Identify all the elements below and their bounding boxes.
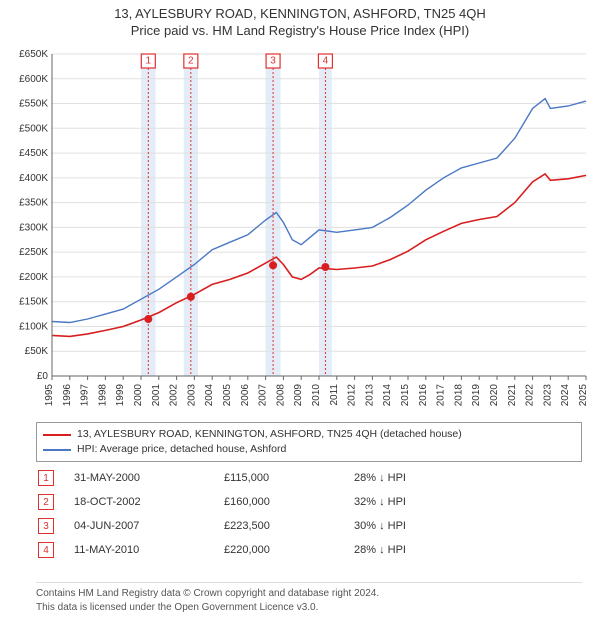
event-row-diff: 30% ↓ HPI: [352, 514, 582, 538]
legend-swatch: [43, 434, 71, 436]
event-row: 2 18-OCT-2002£160,00032% ↓ HPI: [36, 490, 582, 514]
y-axis-label: £650K: [19, 49, 48, 60]
x-axis-label: 2017: [436, 384, 447, 407]
y-axis-label: £550K: [19, 99, 48, 110]
y-axis-label: £100K: [19, 321, 48, 332]
chart-svg: £0 £50K £100K £150K £200K £250K £300K £350K £400…: [8, 44, 592, 414]
event-marker-number: 3: [270, 56, 276, 67]
x-axis-label: 2006: [240, 384, 251, 407]
y-axis-label: £200K: [19, 272, 48, 283]
event-row-marker: 1: [38, 470, 54, 486]
event-row-date: 18-OCT-2002: [72, 490, 222, 514]
x-axis-label: 2021: [507, 384, 518, 407]
y-axis-label: £400K: [19, 173, 48, 184]
event-marker-number: 2: [188, 56, 194, 67]
x-axis-label: 1997: [80, 384, 91, 407]
event-marker-number: 1: [146, 56, 152, 67]
x-axis-label: 1999: [115, 384, 126, 407]
event-row-price: £160,000: [222, 490, 352, 514]
x-axis-label: 2011: [329, 384, 340, 406]
y-axis-label: £450K: [19, 148, 48, 159]
title-line2: Price paid vs. HM Land Registry's House …: [0, 23, 600, 38]
x-axis-label: 2007: [258, 384, 269, 407]
x-axis-label: 2003: [186, 384, 197, 407]
x-axis-label: 2023: [542, 384, 553, 407]
y-axis-label: £350K: [19, 198, 48, 209]
x-axis-label: 2018: [453, 384, 464, 407]
y-axis-label: £150K: [19, 297, 48, 308]
event-row: 3 04-JUN-2007£223,50030% ↓ HPI: [36, 514, 582, 538]
event-marker-number: 4: [323, 56, 329, 67]
x-axis-label: 2014: [382, 384, 393, 407]
x-axis-label: 1998: [97, 384, 108, 407]
sale-marker-dot: [321, 263, 329, 271]
chart-area: £0 £50K £100K £150K £200K £250K £300K £350K £400…: [8, 44, 592, 414]
event-row-date: 31-MAY-2000: [72, 466, 222, 490]
x-axis-label: 2002: [169, 384, 180, 407]
x-axis-label: 2022: [525, 384, 536, 407]
events-table: 131-MAY-2000£115,00028% ↓ HPI218-OCT-200…: [36, 466, 582, 562]
event-row: 4 11-MAY-2010£220,00028% ↓ HPI: [36, 538, 582, 562]
x-axis-label: 2020: [489, 384, 500, 407]
legend-box: 13, AYLESBURY ROAD, KENNINGTON, ASHFORD,…: [36, 422, 582, 462]
title-line1: 13, AYLESBURY ROAD, KENNINGTON, ASHFORD,…: [0, 6, 600, 21]
x-axis-label: 2008: [275, 384, 286, 407]
event-row-diff: 32% ↓ HPI: [352, 490, 582, 514]
y-axis-label: £600K: [19, 74, 48, 85]
x-axis-label: 2009: [293, 384, 304, 407]
footer-text: Contains HM Land Registry data © Crown c…: [36, 582, 582, 614]
footer-line2: This data is licensed under the Open Gov…: [36, 601, 582, 615]
event-row-diff: 28% ↓ HPI: [352, 466, 582, 490]
x-axis-label: 2010: [311, 384, 322, 407]
x-axis-label: 2025: [578, 384, 589, 407]
x-axis-label: 2001: [151, 384, 162, 407]
y-axis-label: £50K: [25, 346, 49, 357]
x-axis-label: 2000: [133, 384, 144, 407]
sale-marker-dot: [144, 315, 152, 323]
event-row-date: 11-MAY-2010: [72, 538, 222, 562]
x-axis-label: 2016: [418, 384, 429, 407]
x-axis-label: 1995: [44, 384, 55, 407]
legend-swatch: [43, 449, 71, 451]
event-row: 1 31-MAY-2000£115,00028% ↓ HPI: [36, 466, 582, 490]
y-axis-label: £250K: [19, 247, 48, 258]
x-axis-label: 2015: [400, 384, 411, 407]
chart-titles: 13, AYLESBURY ROAD, KENNINGTON, ASHFORD,…: [0, 0, 600, 38]
x-axis-label: 2019: [471, 384, 482, 407]
event-band: [141, 54, 156, 376]
x-axis-label: 2013: [364, 384, 375, 407]
x-axis-label: 2005: [222, 384, 233, 407]
legend-item: HPI: Average price, detached house, Ashf…: [43, 442, 575, 457]
x-axis-label: 1996: [62, 384, 73, 407]
y-axis-label: £300K: [19, 222, 48, 233]
event-row-marker: 2: [38, 494, 54, 510]
x-axis-label: 2012: [347, 384, 358, 407]
legend-item: 13, AYLESBURY ROAD, KENNINGTON, ASHFORD,…: [43, 427, 575, 442]
event-row-date: 04-JUN-2007: [72, 514, 222, 538]
y-axis-label: £500K: [19, 123, 48, 134]
legend-label: 13, AYLESBURY ROAD, KENNINGTON, ASHFORD,…: [77, 427, 462, 442]
legend-label: HPI: Average price, detached house, Ashf…: [77, 442, 286, 457]
y-axis-label: £0: [37, 371, 49, 382]
x-axis-label: 2024: [560, 384, 571, 407]
sale-marker-dot: [269, 261, 277, 269]
event-band: [319, 54, 332, 376]
footer-line1: Contains HM Land Registry data © Crown c…: [36, 587, 582, 601]
event-row-price: £220,000: [222, 538, 352, 562]
event-row-marker: 4: [38, 542, 54, 558]
event-band: [184, 54, 198, 376]
event-row-marker: 3: [38, 518, 54, 534]
event-row-diff: 28% ↓ HPI: [352, 538, 582, 562]
event-row-price: £223,500: [222, 514, 352, 538]
sale-marker-dot: [187, 293, 195, 301]
x-axis-label: 2004: [204, 384, 215, 407]
event-row-price: £115,000: [222, 466, 352, 490]
